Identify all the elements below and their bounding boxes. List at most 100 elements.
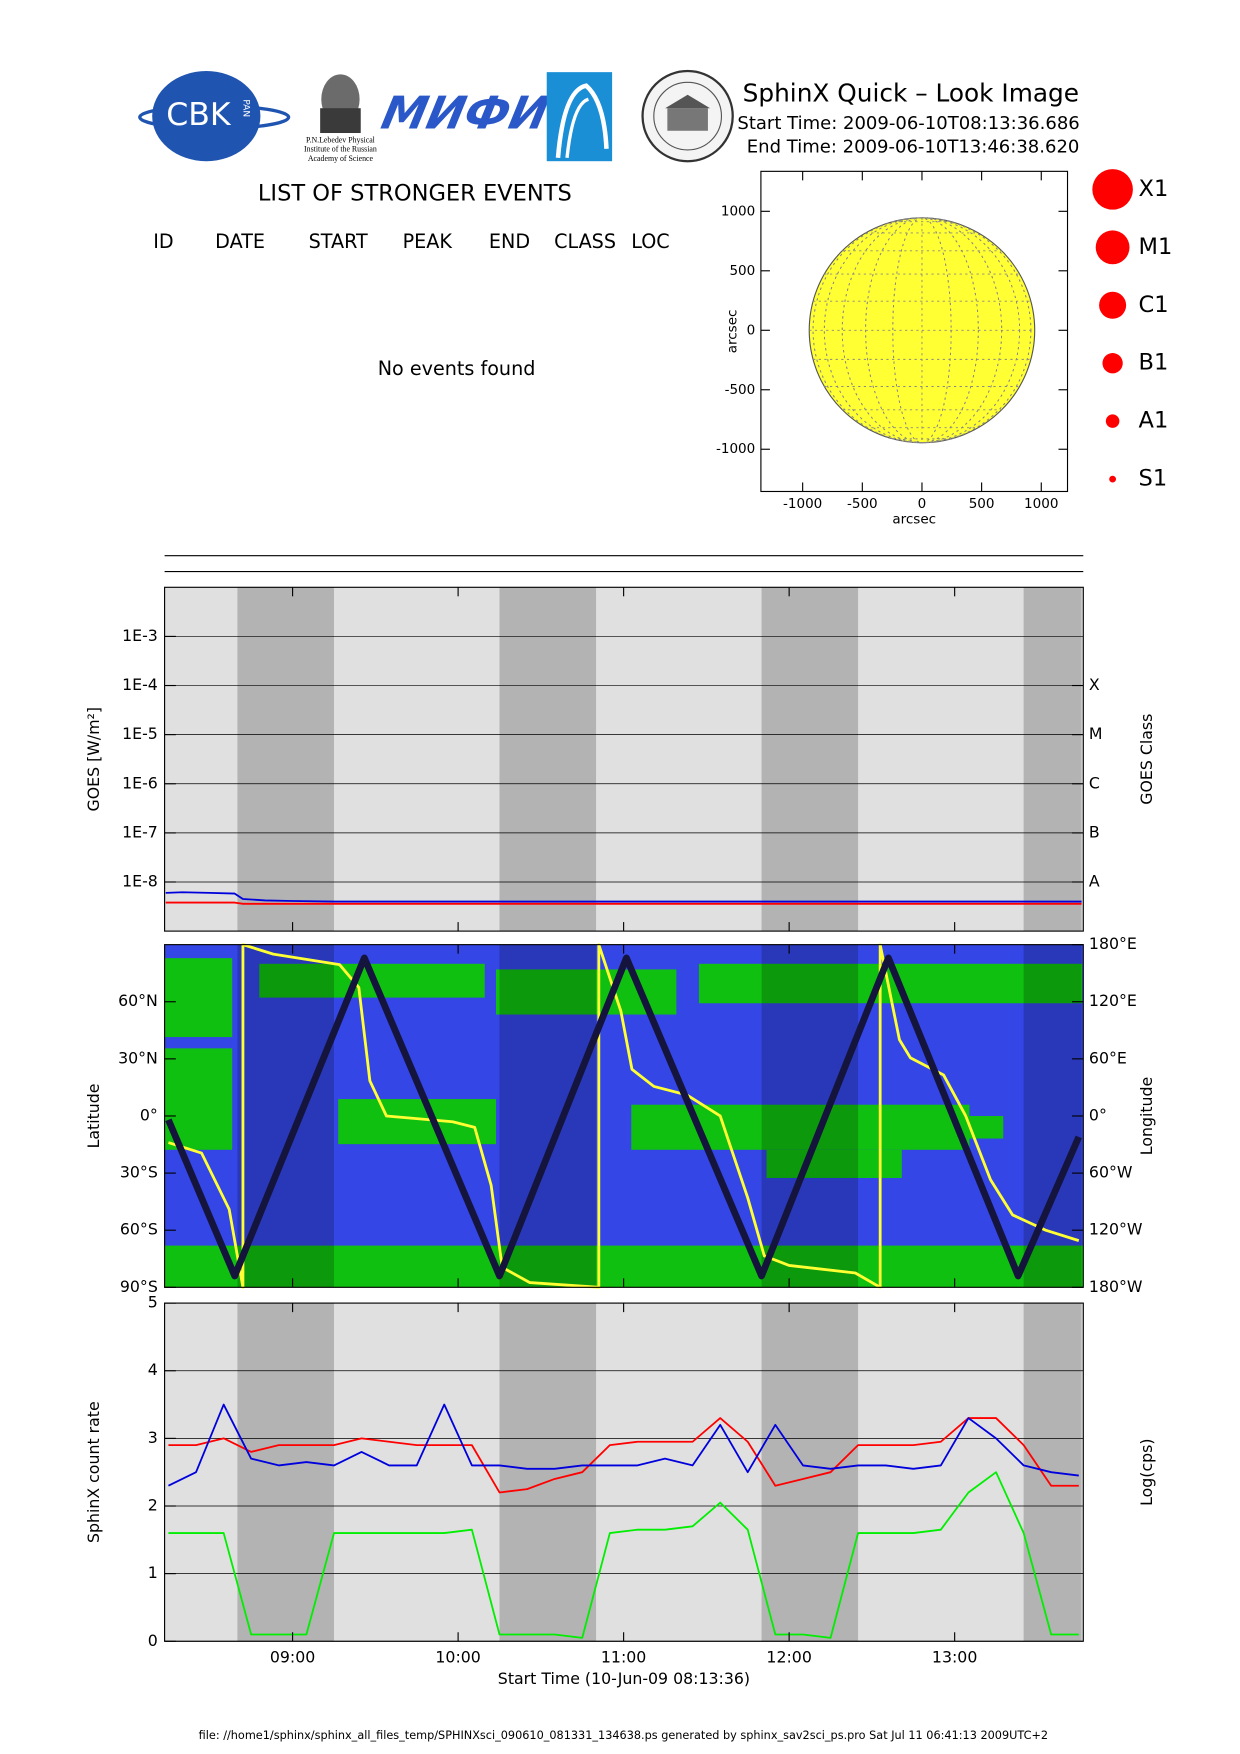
legend-label: B1 (1139, 350, 1169, 376)
y2-tick-label: 0° (1089, 1105, 1107, 1124)
y2-tick-label: M (1089, 724, 1103, 743)
series-line (165, 901, 1082, 905)
night-band (1023, 587, 1082, 932)
y2-tick-label: B (1089, 822, 1100, 841)
events-column: PEAK (403, 230, 453, 253)
y-tick-label: 0° (140, 1105, 158, 1124)
night-band (761, 587, 859, 932)
y-tick-label: 90°S (120, 1277, 158, 1296)
y-tick-label: -1000 (716, 441, 755, 457)
seal-roof (665, 94, 711, 109)
arc-logo-arc (565, 97, 590, 158)
pan-text: PAN (240, 99, 250, 117)
disk-grid (812, 217, 1032, 444)
mifi-logo: МИФИ (377, 87, 553, 139)
y2-tick-label: 120°W (1089, 1220, 1143, 1239)
night-band (237, 587, 334, 932)
y-tick-label: 1E-7 (122, 822, 158, 841)
panel-background (164, 587, 1084, 932)
series-line (165, 954, 1082, 1280)
y-axis-label: GOES [W/m²] (84, 707, 103, 812)
y-tick-label: 30°N (118, 1048, 158, 1067)
arc-logo (546, 72, 613, 162)
series-line (167, 943, 1080, 1289)
series-line (165, 891, 1082, 903)
events-column: END (489, 230, 530, 253)
end-time: End Time: 2009-06-10T13:46:38.620 (747, 137, 1080, 158)
cbk-logo: CBK PAN (138, 71, 291, 162)
x-tick-label: 1000 (1024, 496, 1058, 512)
y-tick-label: 0 (747, 322, 756, 338)
y-tick-label: 1E-4 (122, 675, 158, 694)
cbk-text: CBK (166, 97, 232, 133)
y2-tick-label: 60°W (1089, 1163, 1133, 1182)
lebedev-line: Institute of the Russian (304, 145, 377, 154)
y-axis-label: SphinX count rate (84, 1401, 103, 1543)
x-tick-label: 13:00 (932, 1648, 977, 1667)
legend-marker (1099, 291, 1127, 319)
x-axis-label: Start Time (10-Jun-09 08:13:36) (498, 1669, 750, 1688)
y-tick-label: 0 (148, 1631, 158, 1650)
events-column: DATE (215, 230, 265, 253)
night-band (1023, 944, 1082, 1288)
night-band (761, 1303, 859, 1642)
legend-marker (1102, 353, 1123, 374)
night-band (499, 587, 597, 932)
series-line (168, 1471, 1079, 1639)
seal-inner (653, 81, 723, 151)
lebedev-logo: P.N.Lebedev Physical Institute of the Ru… (304, 74, 377, 163)
events-column: ID (153, 230, 173, 253)
x-tick-label: 500 (969, 496, 995, 512)
x-tick-label: 10:00 (435, 1648, 480, 1667)
header-title: SphinX Quick – Look Image (743, 79, 1079, 108)
events-column: START (309, 230, 368, 253)
disk-grid (823, 217, 1021, 444)
y-tick-label: 1 (148, 1563, 158, 1582)
legend-label: A1 (1139, 408, 1169, 434)
y2-tick-label: 60°E (1089, 1048, 1127, 1067)
arc-logo-arc (555, 83, 609, 159)
y2-tick-label: 180°W (1089, 1277, 1143, 1296)
y2-tick-label: X (1089, 675, 1100, 694)
particle-region (901, 1115, 1004, 1139)
cbk-disc (152, 71, 261, 162)
particle-region (164, 958, 233, 1038)
x-tick-label: -500 (847, 496, 878, 512)
start-time: Start Time: 2009-06-10T08:13:36.686 (737, 113, 1079, 134)
y-tick-label: 60°N (118, 991, 158, 1010)
events-title: LIST OF STRONGER EVENTS (258, 180, 572, 206)
y-tick-label: 1E-8 (122, 871, 158, 890)
footer: file: //home1/sphinx/sphinx_all_files_te… (199, 1729, 1048, 1742)
events-column: LOC (631, 230, 669, 253)
plot-frame (760, 170, 1069, 493)
x-tick-label: 0 (918, 496, 927, 512)
y2-tick-label: 180°E (1089, 934, 1137, 953)
series-line (168, 1417, 1079, 1494)
y2-tick-label: C (1089, 773, 1100, 792)
legend-label: S1 (1139, 466, 1168, 492)
x-tick-label: -1000 (783, 496, 822, 512)
legend-marker (1095, 230, 1130, 265)
legend-label: M1 (1139, 234, 1173, 260)
seal-logo (641, 69, 734, 163)
y2-tick-label: 120°E (1089, 991, 1137, 1010)
events-message: No events found (378, 357, 536, 380)
y-tick-label: 500 (729, 263, 755, 279)
legend-label: C1 (1139, 292, 1169, 318)
series-line (168, 1403, 1079, 1487)
y-tick-label: 3 (148, 1428, 158, 1447)
x-tick-label: 09:00 (270, 1648, 315, 1667)
legend-marker (1092, 169, 1133, 210)
seal-building (667, 108, 708, 131)
y2-axis-label: GOES Class (1137, 714, 1156, 805)
night-band (237, 1303, 334, 1642)
y-tick-label: 1E-5 (122, 724, 158, 743)
y-tick-label: 60°S (120, 1220, 158, 1239)
y2-axis-label: Log(cps) (1137, 1439, 1156, 1506)
y-axis-label: arcsec (725, 310, 741, 354)
y2-axis-label: Longitude (1137, 1077, 1156, 1155)
x-tick-label: 11:00 (601, 1648, 646, 1667)
portrait-body (320, 108, 361, 134)
cbk-ring (138, 104, 291, 131)
